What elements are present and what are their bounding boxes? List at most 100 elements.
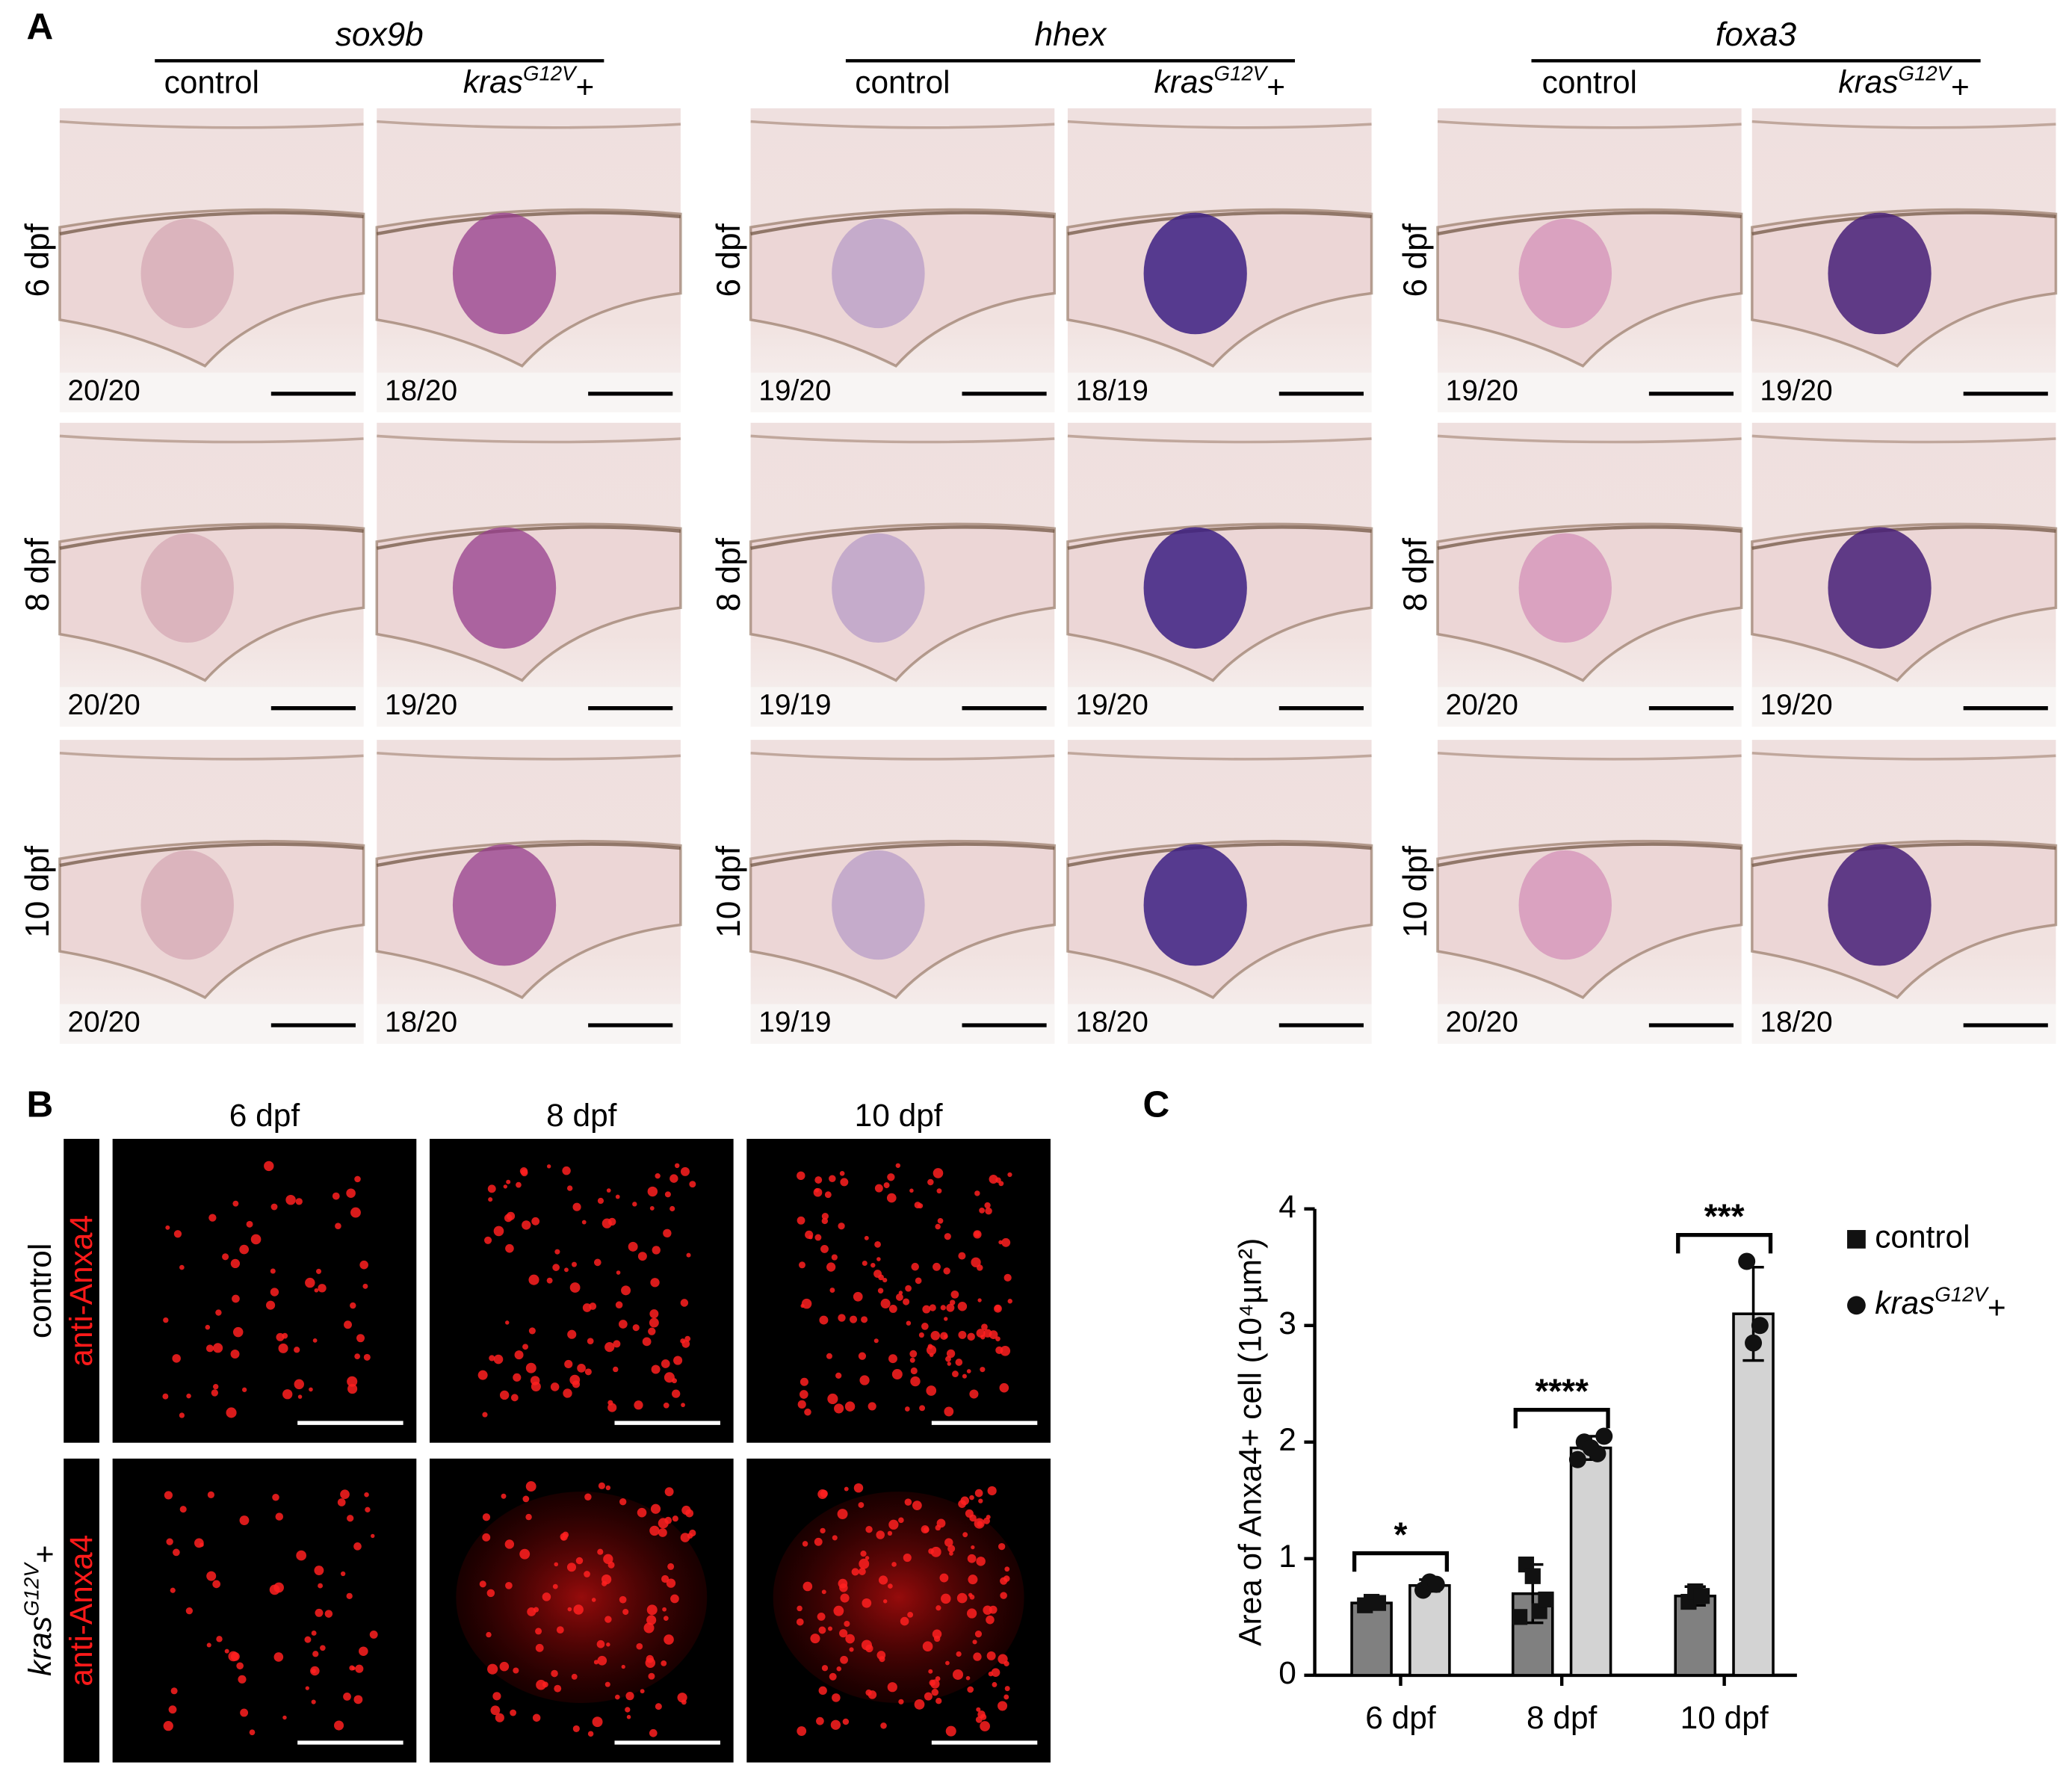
stain-dot bbox=[506, 1179, 511, 1184]
count-label: 19/20 bbox=[1076, 689, 1148, 721]
stain-dot bbox=[944, 1538, 953, 1547]
stain-dot bbox=[513, 1667, 519, 1674]
stain-dot bbox=[615, 1301, 623, 1308]
stain-dot bbox=[646, 1604, 658, 1616]
stain-dot bbox=[663, 1616, 669, 1622]
stain-dot bbox=[826, 1353, 832, 1359]
stain-dot bbox=[572, 1725, 580, 1732]
stain-dot bbox=[282, 1715, 287, 1720]
count-label: 19/19 bbox=[758, 689, 831, 721]
gut-line bbox=[1067, 525, 1372, 550]
stain-dot bbox=[632, 1202, 637, 1207]
stain-dot bbox=[805, 1230, 814, 1239]
stain-dot bbox=[166, 1538, 173, 1545]
stain-dot bbox=[285, 1194, 296, 1205]
stain-dot bbox=[324, 1610, 333, 1618]
stain-dot bbox=[859, 1375, 870, 1385]
stain-dot bbox=[628, 1241, 638, 1252]
count-label: 18/20 bbox=[1760, 1006, 1832, 1038]
label-base: kras bbox=[22, 1616, 58, 1676]
gut-line bbox=[1751, 842, 2056, 868]
stain-dot bbox=[305, 1686, 309, 1690]
stain-dot bbox=[562, 1531, 569, 1539]
stain-dot bbox=[976, 1329, 986, 1338]
stain-dot bbox=[968, 1574, 978, 1585]
dorsal-line bbox=[1437, 120, 1742, 129]
stain-dot bbox=[680, 1533, 690, 1542]
legend-label: krasG12V+ bbox=[1875, 1283, 2005, 1326]
y-tick-label: 1 bbox=[1278, 1539, 1296, 1574]
stain-dot bbox=[1000, 1592, 1007, 1599]
stain-strip bbox=[64, 1139, 99, 1443]
stain-dot bbox=[681, 1340, 690, 1348]
liver bbox=[1518, 850, 1612, 960]
embryo-image bbox=[1066, 422, 1373, 727]
stain-dot bbox=[318, 1583, 324, 1589]
confocal-image bbox=[112, 1139, 417, 1443]
panel-label: A bbox=[27, 6, 54, 47]
stain-dot bbox=[903, 1554, 912, 1563]
embryo-image bbox=[58, 108, 365, 412]
stain-dot bbox=[973, 1230, 982, 1239]
stain-dot bbox=[844, 1401, 856, 1412]
embryo-image bbox=[1751, 422, 2058, 727]
stain-dot bbox=[546, 1164, 551, 1169]
stain-dot bbox=[551, 1669, 558, 1678]
stain-dot bbox=[909, 1357, 915, 1363]
stain-dot bbox=[648, 1672, 655, 1680]
stain-dot bbox=[173, 1230, 182, 1238]
stain-dot bbox=[664, 1516, 672, 1524]
stain-dot bbox=[670, 1594, 679, 1604]
stain-dot bbox=[634, 1400, 643, 1410]
stain-dot bbox=[355, 1664, 364, 1673]
stain-dot bbox=[346, 1188, 356, 1198]
stain-dot bbox=[489, 1355, 495, 1362]
stain-dot bbox=[797, 1216, 805, 1225]
stain-dot bbox=[876, 1651, 886, 1660]
dorsal-line bbox=[750, 434, 1055, 444]
stain-strip bbox=[64, 1458, 99, 1763]
liver bbox=[1828, 527, 1932, 649]
stain-dot bbox=[945, 1660, 950, 1666]
gut-line bbox=[59, 842, 364, 868]
liver bbox=[832, 218, 925, 329]
stain-dot bbox=[840, 1655, 848, 1664]
stain-dot bbox=[907, 1611, 914, 1618]
stain-dot bbox=[493, 1226, 504, 1237]
stain-dot bbox=[354, 1353, 361, 1359]
stain-dot bbox=[519, 1548, 531, 1560]
stain-dot bbox=[649, 1728, 658, 1737]
stain-dot bbox=[814, 1234, 822, 1241]
stain-dot bbox=[582, 1303, 592, 1312]
gut-line bbox=[1751, 211, 2056, 236]
stain-dot bbox=[596, 1640, 605, 1648]
stain-dot bbox=[605, 1485, 611, 1491]
stain-dot bbox=[956, 1592, 968, 1604]
stain-dot bbox=[222, 1253, 229, 1261]
stain-dot bbox=[663, 1229, 672, 1237]
gut-line bbox=[376, 211, 681, 236]
significance-label: * bbox=[1394, 1515, 1408, 1554]
row-label: 8 dpf bbox=[1397, 537, 1434, 611]
stain-dot bbox=[873, 1338, 879, 1344]
yolk bbox=[58, 208, 365, 368]
stain-dot bbox=[566, 1185, 573, 1191]
confocal-image bbox=[746, 1458, 1051, 1763]
stain-dot bbox=[973, 1652, 982, 1661]
stain-dot bbox=[552, 1583, 558, 1589]
stain-dot bbox=[275, 1512, 284, 1521]
stain-haze bbox=[456, 1492, 708, 1703]
stain-dot bbox=[528, 1327, 536, 1335]
dorsal-line bbox=[377, 752, 681, 761]
stain-dot bbox=[510, 1709, 517, 1716]
stain-dot bbox=[581, 1220, 587, 1225]
count-label: 19/19 bbox=[758, 1006, 831, 1038]
significance-bracket bbox=[1513, 1407, 1610, 1429]
stain-dot bbox=[569, 1282, 581, 1293]
stain-dot bbox=[955, 1359, 963, 1366]
stain-dot bbox=[264, 1161, 274, 1172]
stain-dot bbox=[943, 1267, 950, 1275]
stain-dot bbox=[858, 1502, 865, 1508]
stain-dot bbox=[817, 1612, 826, 1621]
